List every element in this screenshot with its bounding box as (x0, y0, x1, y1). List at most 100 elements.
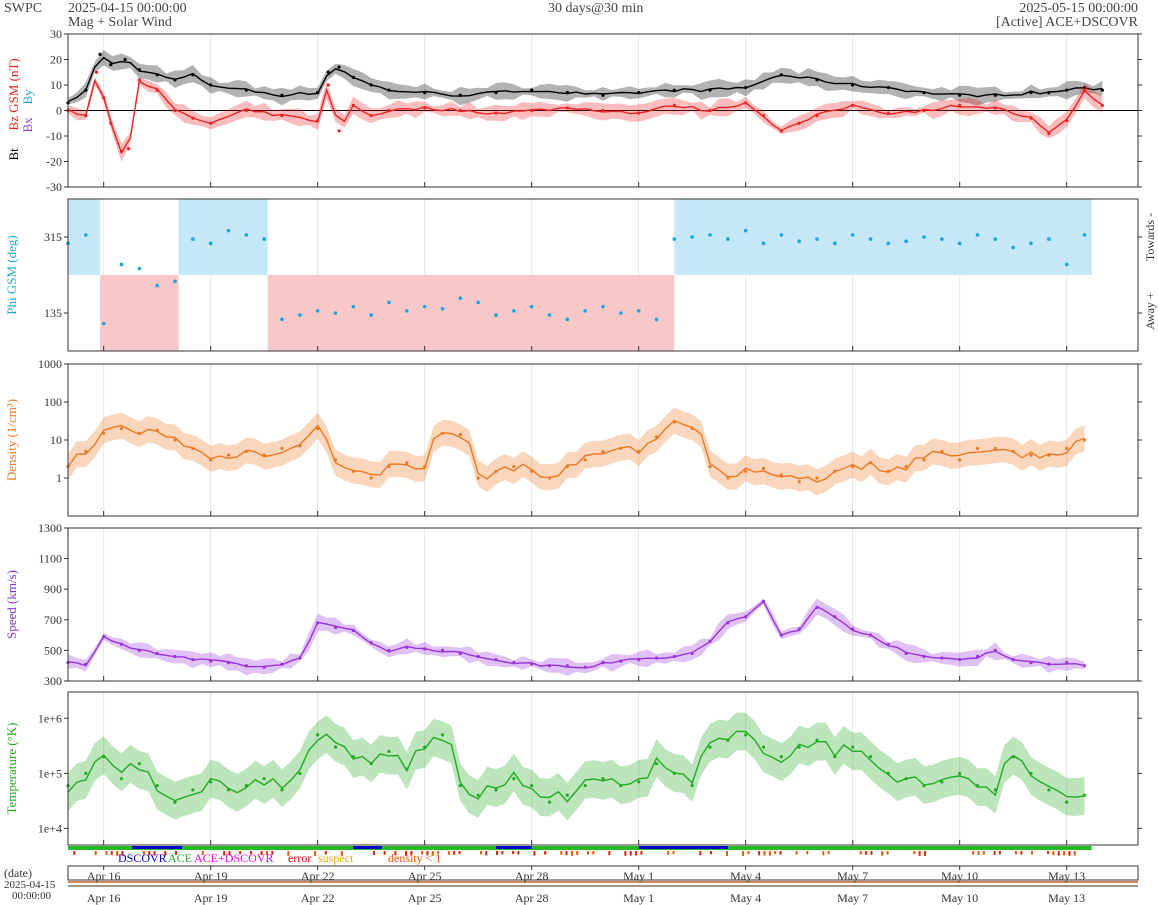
legend-dscovr: DSCOVR (118, 851, 167, 865)
status-flag (421, 851, 424, 855)
data-point-temperature (993, 788, 997, 792)
axis-tick-label-top: Apr 22 (301, 869, 335, 883)
data-point-temperature (619, 783, 623, 788)
data-point-density (102, 431, 106, 435)
status-flag (977, 851, 980, 856)
data-point-temperature (244, 783, 248, 788)
phi-point (850, 233, 855, 237)
panel-mag: 30 20 10 0 -10 -20 -30 Bt Bz GSM (nT) Bx By (6, 27, 1142, 194)
data-point-speed (904, 651, 908, 656)
phi-point (761, 241, 766, 246)
ylabel-by: By (20, 89, 35, 105)
status-flag (1057, 851, 1060, 856)
data-point-density (654, 435, 659, 439)
data-point-bt (601, 93, 605, 97)
phi-point (422, 304, 427, 309)
data-point-bz-gsm (326, 83, 330, 87)
status-flag (608, 851, 611, 856)
data-point-speed (815, 605, 819, 610)
data-point-bt (815, 78, 819, 82)
data-point-temperature (761, 745, 766, 749)
data-point-speed (209, 659, 213, 663)
ylabel-group-phi: Phi GSM (deg) (4, 235, 19, 314)
data-point-density (280, 446, 284, 451)
data-point-bz-gsm (601, 108, 605, 113)
status-flag (667, 851, 670, 855)
phi-point (369, 313, 373, 317)
ytick-label: 0 (56, 104, 62, 118)
data-point-speed (726, 621, 730, 625)
data-point-density (494, 469, 498, 473)
data-point-temperature (191, 788, 195, 792)
data-point-density (137, 431, 141, 435)
data-point-density (1029, 453, 1033, 457)
status-flag (485, 851, 488, 856)
status-flag (153, 851, 156, 856)
status-flag (1020, 851, 1023, 855)
data-point-bz-gsm (708, 108, 712, 113)
phi-sector (178, 199, 268, 275)
axis-tick-label-top: May 4 (730, 869, 761, 883)
status-flag (1014, 851, 1017, 855)
status-flag (913, 851, 916, 855)
ytick-label: 1100 (38, 552, 62, 566)
data-point-density (1065, 446, 1069, 451)
status-flag (881, 851, 884, 856)
phi-point (101, 321, 106, 326)
data-point-speed (191, 657, 195, 662)
time-axis: Apr 16 Apr 16 Apr 19 Apr 19 Apr 22 Apr 22 Apr … (4, 865, 1139, 905)
data-point-bt (123, 57, 127, 62)
legend-suspect: suspect (318, 851, 354, 865)
ylabel-group-temperature: Temperature (°K) (4, 723, 19, 815)
status-flag (972, 851, 975, 855)
axis-tick-label-bottom: May 4 (730, 891, 761, 905)
right-label-away: Away + (1143, 292, 1157, 330)
ylabel-density: Density (1/cm³) (4, 399, 19, 481)
legend-ace: ACE (168, 851, 192, 865)
axis-tick-label-bottom: Apr 22 (301, 891, 335, 905)
ytick-label: 100 (44, 395, 62, 409)
phi-point (440, 306, 445, 311)
data-point-bt (922, 91, 926, 95)
data-point-density (958, 458, 962, 462)
phi-point (940, 237, 944, 241)
status-flag (148, 851, 151, 856)
data-point-bt (637, 91, 641, 95)
data-point-bz-gsm (993, 106, 997, 110)
status-flag (998, 851, 1001, 855)
data-point-density (637, 449, 641, 454)
data-point-speed (351, 628, 355, 633)
status-flag (405, 851, 408, 856)
data-point-temperature (672, 771, 676, 775)
data-point-density (833, 469, 837, 473)
data-point-bt (565, 91, 569, 95)
status-flag (624, 851, 627, 856)
data-point-bz-gsm (127, 147, 131, 151)
data-point-speed (476, 654, 480, 659)
data-point-speed (405, 645, 409, 649)
phi-point (315, 309, 320, 313)
status-flag (1052, 851, 1055, 856)
status-flag (228, 851, 231, 856)
phi-sector (674, 199, 1092, 275)
status-flag (260, 851, 263, 856)
phi-point (191, 237, 195, 241)
data-point-bt (155, 73, 159, 77)
data-point-density (779, 473, 783, 477)
phi-point (298, 313, 302, 317)
status-flag (806, 851, 809, 855)
data-point-temperature (351, 755, 355, 759)
status-flag (1031, 851, 1033, 855)
ylabel-temperature: Temperature (°K) (4, 723, 19, 815)
data-point-temperature (868, 755, 873, 759)
status-flag (249, 851, 252, 855)
data-point-bz-gsm (351, 103, 355, 107)
data-point-bz-gsm (494, 111, 498, 115)
data-point-density (191, 446, 195, 451)
data-point-temperature (637, 780, 641, 784)
data-point-speed (440, 648, 445, 653)
phi-point (797, 239, 801, 244)
data-point-speed (1065, 661, 1069, 665)
status-flag (747, 851, 750, 855)
data-point-bz-gsm (779, 129, 783, 133)
